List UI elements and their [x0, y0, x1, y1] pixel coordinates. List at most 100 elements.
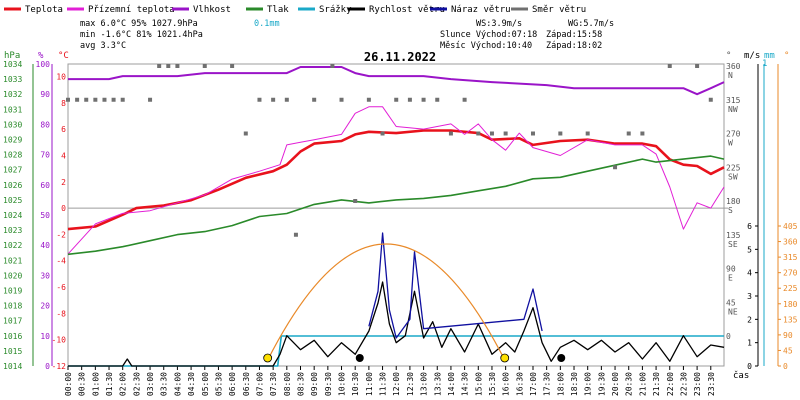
events-layer: [263, 243, 566, 363]
temp-tick-label: 2: [61, 178, 66, 187]
wind-direction-point: [530, 131, 535, 136]
x-tick-label: 07:00: [255, 372, 264, 396]
x-tick-label: 17:00: [529, 372, 538, 396]
x-tick-label: 07:30: [269, 372, 278, 396]
rain-axis-top-label: 1: [762, 59, 767, 69]
sunrise-marker: [263, 353, 273, 363]
direction-compass-label: SW: [728, 172, 738, 181]
temp-tick-label: -10: [52, 336, 67, 345]
pressure-tick-label: 1018: [3, 302, 22, 311]
x-tick-label: 16:30: [515, 372, 524, 396]
dir2-tick-label: 90: [783, 331, 793, 340]
pressure-tick-label: 1015: [3, 347, 22, 356]
x-tick-label: 06:00: [228, 372, 237, 396]
x-tick-label: 11:30: [379, 372, 388, 396]
x-tick-label: 00:00: [64, 372, 73, 396]
x-tick-label: 04:00: [173, 372, 182, 396]
x-tick-label: 19:00: [584, 372, 593, 396]
pressure-tick-label: 1023: [3, 226, 22, 235]
x-tick-label: 23:30: [707, 372, 716, 396]
pressure-tick-label: 1019: [3, 287, 22, 296]
direction-compass-label: E: [728, 274, 733, 283]
wind-direction-point: [489, 131, 494, 136]
x-tick-label: 18:00: [556, 372, 565, 396]
x-tick-label: 01:30: [105, 372, 114, 396]
humidity-unit: %: [38, 51, 44, 61]
x-tick-label: 22:30: [679, 372, 688, 396]
wind-direction-point: [462, 97, 467, 102]
wind-direction-point: [640, 131, 645, 136]
x-tick-label: 08:30: [296, 372, 305, 396]
direction-tick-label: 315: [726, 96, 741, 105]
direction-tick-label: 180: [726, 197, 741, 206]
pressure-tick-label: 1017: [3, 317, 22, 326]
wind-direction-point: [585, 131, 590, 136]
wind-tick-label: 5: [747, 245, 752, 254]
dir2-tick-label: 135: [783, 315, 798, 324]
wind-tick-label: 0: [747, 362, 752, 371]
temp-tick-label: -4: [56, 257, 66, 266]
temp-tick-label: 8: [61, 99, 66, 108]
x-tick-label: 04:30: [187, 372, 196, 396]
pressure-tick-label: 1014: [3, 362, 22, 371]
stats-rain-total: 0.1mm: [254, 19, 280, 29]
wind-direction-point: [476, 131, 481, 136]
direction-compass-label: N: [728, 71, 733, 80]
wind-direction-point: [120, 97, 125, 102]
pressure-tick-label: 1029: [3, 136, 22, 145]
wind-direction-point: [271, 97, 276, 102]
pressure-tick-label: 1034: [3, 60, 22, 69]
pressure-tick-label: 1021: [3, 256, 22, 265]
direction-tick-label: 135: [726, 231, 741, 240]
wind-direction-point: [157, 64, 162, 68]
wind-direction-point: [626, 131, 631, 136]
wind-direction-point: [421, 97, 426, 102]
wind-direction-point: [293, 232, 298, 237]
pressure-tick-label: 1022: [3, 241, 22, 250]
wind-direction-point: [330, 64, 335, 68]
direction-tick-label: 45: [726, 298, 736, 307]
series-layer: [66, 64, 725, 367]
wind-direction-point: [230, 64, 235, 68]
legend-label: Náraz větru: [451, 5, 511, 15]
x-tick-label: 05:30: [214, 372, 223, 396]
x-tick-label: 23:00: [693, 372, 702, 396]
moonset-info: Západ:18:02: [546, 41, 602, 51]
legend-label: Tlak: [267, 5, 289, 15]
wind-direction-point: [435, 97, 440, 102]
x-tick-label: 13:00: [420, 372, 429, 396]
x-tick-label: 10:30: [351, 372, 360, 396]
humidity-tick-label: 40: [40, 241, 50, 250]
direction-tick-label: 225: [726, 163, 741, 172]
pressure-tick-label: 1016: [3, 332, 22, 341]
direction-tick-label: 270: [726, 130, 741, 139]
humidity-tick-label: 60: [40, 181, 50, 190]
x-tick-label: 08:00: [283, 372, 292, 396]
temp-tick-label: -8: [56, 309, 66, 318]
wind-direction-point: [380, 131, 385, 136]
wind-direction-point: [407, 97, 412, 102]
x-tick-label: 21:30: [652, 372, 661, 396]
wind-direction-point: [166, 64, 171, 68]
wind-direction-point: [66, 97, 70, 102]
stats-avg: avg 3.3°C: [80, 41, 126, 51]
humidity-tick-label: 20: [40, 302, 50, 311]
x-tick-label: 20:00: [611, 372, 620, 396]
direction-compass-label: SE: [728, 240, 738, 249]
x-tick-label: 00:30: [78, 372, 87, 396]
series-line: [68, 281, 725, 367]
x-tick-label: 21:00: [638, 372, 647, 396]
dir2-tick-label: 315: [783, 253, 798, 262]
wind-unit: m/s: [744, 51, 760, 61]
wind-direction-point: [394, 97, 399, 102]
x-tick-label: 15:00: [474, 372, 483, 396]
wind-direction-point: [84, 97, 89, 102]
series-line: [67, 106, 725, 255]
humidity-tick-label: 80: [40, 120, 50, 129]
dir2-tick-label: 0: [783, 362, 788, 371]
x-tick-label: 03:00: [146, 372, 155, 396]
wind-gust-info: WG:5.7m/s: [568, 19, 614, 29]
direction-unit: °: [726, 51, 731, 61]
wind-tick-label: 4: [747, 269, 752, 278]
